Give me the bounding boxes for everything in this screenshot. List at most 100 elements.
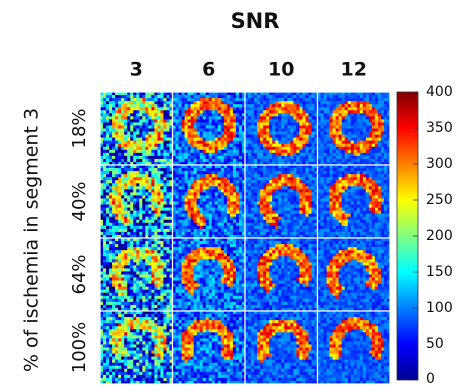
- pixel: [166, 129, 169, 132]
- pixel: [230, 153, 233, 156]
- pixel: [133, 135, 136, 138]
- pixel: [384, 202, 387, 205]
- pixel: [179, 132, 182, 135]
- pixel: [127, 101, 130, 104]
- pixel: [185, 174, 188, 177]
- pixel: [188, 156, 191, 159]
- pixel: [266, 122, 269, 125]
- pixel: [236, 132, 239, 135]
- pixel: [357, 211, 360, 214]
- pixel: [191, 211, 194, 214]
- pixel: [330, 180, 333, 183]
- pixel: [103, 211, 106, 214]
- pixel: [230, 95, 233, 98]
- pixel: [218, 220, 221, 223]
- pixel: [157, 244, 160, 247]
- pixel: [136, 104, 139, 107]
- pixel: [118, 211, 121, 214]
- pixel: [148, 183, 151, 186]
- pixel: [299, 150, 302, 153]
- pixel: [221, 153, 224, 156]
- pixel: [203, 174, 206, 177]
- pixel: [130, 132, 133, 135]
- pixel: [311, 192, 314, 195]
- pixel: [106, 259, 109, 262]
- pixel: [133, 119, 136, 122]
- pixel: [130, 214, 133, 217]
- pixel: [260, 168, 263, 171]
- pixel: [311, 208, 314, 211]
- pixel: [372, 113, 375, 116]
- pixel: [275, 101, 278, 104]
- pixel: [360, 229, 363, 232]
- pixel: [330, 132, 333, 135]
- pixel: [124, 247, 127, 250]
- pixel: [203, 217, 206, 220]
- pixel: [106, 138, 109, 141]
- pixel: [236, 211, 239, 214]
- pixel: [345, 132, 348, 135]
- pixel: [254, 98, 257, 101]
- pixel: [130, 281, 133, 284]
- pixel: [200, 125, 203, 128]
- pixel: [157, 129, 160, 132]
- pixel: [266, 95, 269, 98]
- pixel: [121, 262, 124, 265]
- pixel: [145, 189, 148, 192]
- pixel: [284, 205, 287, 208]
- pixel: [378, 107, 381, 110]
- pixel: [308, 156, 311, 159]
- pixel: [185, 95, 188, 98]
- pixel: [182, 177, 185, 180]
- pixel: [121, 135, 124, 138]
- pixel: [257, 116, 260, 119]
- pixel: [191, 177, 194, 180]
- pixel: [206, 147, 209, 150]
- pixel: [103, 132, 106, 135]
- pixel: [290, 138, 293, 141]
- pixel: [166, 113, 169, 116]
- pixel: [230, 132, 233, 135]
- pixel: [121, 104, 124, 107]
- pixel: [327, 141, 330, 144]
- pixel: [176, 104, 179, 107]
- pixel: [336, 223, 339, 226]
- pixel: [357, 138, 360, 141]
- pixel: [269, 101, 272, 104]
- pixel: [215, 98, 218, 101]
- pixel: [224, 98, 227, 101]
- pixel: [233, 220, 236, 223]
- pixel: [227, 198, 230, 201]
- pixel: [221, 104, 224, 107]
- pixel: [142, 104, 145, 107]
- pixel: [121, 284, 124, 287]
- pixel: [260, 177, 263, 180]
- pixel: [133, 138, 136, 141]
- pixel: [200, 144, 203, 147]
- pixel: [290, 202, 293, 205]
- pixel: [109, 244, 112, 247]
- pixel: [321, 198, 324, 201]
- pixel: [191, 153, 194, 156]
- pixel: [194, 116, 197, 119]
- pixel: [121, 241, 124, 244]
- pixel: [357, 159, 360, 162]
- pixel: [230, 195, 233, 198]
- pixel: [103, 171, 106, 174]
- pixel: [378, 132, 381, 135]
- pixel: [154, 284, 157, 287]
- pixel: [287, 229, 290, 232]
- pixel: [269, 98, 272, 101]
- pixel: [103, 189, 106, 192]
- pixel: [260, 95, 263, 98]
- pixel: [305, 138, 308, 141]
- pixel: [185, 132, 188, 135]
- pixel: [360, 107, 363, 110]
- pixel: [124, 205, 127, 208]
- pixel: [348, 104, 351, 107]
- pixel: [378, 180, 381, 183]
- pixel: [260, 198, 263, 201]
- pixel: [133, 147, 136, 150]
- pixel: [308, 202, 311, 205]
- pixel: [106, 192, 109, 195]
